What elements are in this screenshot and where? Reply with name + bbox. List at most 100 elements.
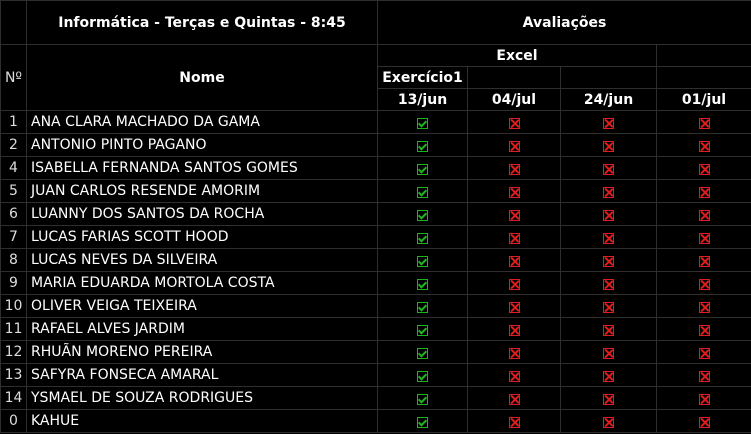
student-number-cell[interactable]: 10 — [0, 294, 27, 318]
evaluation-cell[interactable] — [377, 271, 468, 295]
excel-group-header[interactable]: Excel — [377, 44, 657, 67]
evaluation-cell[interactable] — [560, 386, 657, 410]
student-name-cell[interactable]: OLIVER VEIGA TEIXEIRA — [26, 294, 378, 318]
evaluation-cell[interactable] — [560, 363, 657, 387]
student-name-cell[interactable]: LUCAS FARIAS SCOTT HOOD — [26, 225, 378, 249]
evaluation-cell[interactable] — [467, 179, 561, 203]
date-header[interactable]: 04/jul — [467, 88, 561, 111]
evaluation-cell[interactable] — [467, 363, 561, 387]
evaluation-cell[interactable] — [655, 317, 751, 341]
evaluation-cell[interactable] — [560, 409, 657, 433]
student-number-cell[interactable]: 0 — [0, 409, 27, 433]
student-number-cell[interactable]: 13 — [0, 363, 27, 387]
evaluation-cell[interactable] — [467, 133, 561, 157]
evaluation-cell[interactable] — [560, 202, 657, 226]
evaluation-cell[interactable] — [467, 248, 561, 272]
evaluation-cell[interactable] — [377, 340, 468, 364]
student-name-cell[interactable]: RHUÃN MORENO PEREIRA — [26, 340, 378, 364]
evaluation-cell[interactable] — [377, 363, 468, 387]
class-title[interactable]: Informática - Terças e Quintas - 8:45 — [26, 0, 378, 45]
empty-header-cell[interactable] — [560, 66, 657, 89]
date-header[interactable]: 13/jun — [377, 88, 468, 111]
evaluation-cell[interactable] — [655, 271, 751, 295]
student-number-cell[interactable]: 4 — [0, 156, 27, 180]
evaluation-cell[interactable] — [467, 409, 561, 433]
evaluation-cell[interactable] — [467, 340, 561, 364]
student-number-cell[interactable]: 14 — [0, 386, 27, 410]
student-name-cell[interactable]: ISABELLA FERNANDA SANTOS GOMES — [26, 156, 378, 180]
evaluation-cell[interactable] — [377, 225, 468, 249]
evaluation-cell[interactable] — [467, 386, 561, 410]
evaluation-cell[interactable] — [377, 294, 468, 318]
evaluation-cell[interactable] — [560, 133, 657, 157]
evaluation-cell[interactable] — [377, 409, 468, 433]
evaluation-cell[interactable] — [560, 271, 657, 295]
date-header[interactable]: 01/jul — [655, 88, 751, 111]
student-number-cell[interactable]: 8 — [0, 248, 27, 272]
empty-header-cell[interactable] — [655, 66, 751, 89]
evaluation-cell[interactable] — [377, 156, 468, 180]
student-name-cell[interactable]: MARIA EDUARDA MORTOLA COSTA — [26, 271, 378, 295]
evaluation-cell[interactable] — [467, 110, 561, 134]
evaluation-cell[interactable] — [560, 179, 657, 203]
evaluation-cell[interactable] — [655, 409, 751, 433]
evaluations-title[interactable]: Avaliações — [376, 0, 751, 45]
evaluation-cell[interactable] — [467, 294, 561, 318]
corner-cell[interactable] — [0, 0, 27, 45]
student-name-cell[interactable]: ANA CLARA MACHADO DA GAMA — [26, 110, 378, 134]
evaluation-cell[interactable] — [377, 110, 468, 134]
student-name-cell[interactable]: YSMAEL DE SOUZA RODRIGUES — [26, 386, 378, 410]
evaluation-cell[interactable] — [655, 294, 751, 318]
evaluation-cell[interactable] — [655, 110, 751, 134]
evaluation-cell[interactable] — [655, 386, 751, 410]
student-number-cell[interactable]: 7 — [0, 225, 27, 249]
evaluation-cell[interactable] — [655, 133, 751, 157]
student-name-cell[interactable]: LUCAS NEVES DA SILVEIRA — [26, 248, 378, 272]
evaluation-cell[interactable] — [377, 202, 468, 226]
evaluation-cell[interactable] — [560, 110, 657, 134]
evaluation-cell[interactable] — [560, 340, 657, 364]
empty-header-cell[interactable] — [655, 44, 751, 67]
evaluation-cell[interactable] — [467, 156, 561, 180]
student-name-cell[interactable]: JUAN CARLOS RESENDE AMORIM — [26, 179, 378, 203]
evaluation-cell[interactable] — [377, 133, 468, 157]
evaluation-cell[interactable] — [377, 317, 468, 341]
evaluation-cell[interactable] — [467, 317, 561, 341]
evaluation-cell[interactable] — [560, 225, 657, 249]
evaluation-cell[interactable] — [560, 317, 657, 341]
exercise-header[interactable]: Exercício1 — [377, 66, 468, 89]
student-name-cell[interactable]: LUANNY DOS SANTOS DA ROCHA — [26, 202, 378, 226]
evaluation-cell[interactable] — [655, 156, 751, 180]
student-number-cell[interactable]: 1 — [0, 110, 27, 134]
empty-header-cell[interactable] — [467, 66, 561, 89]
student-number-cell[interactable]: 6 — [0, 202, 27, 226]
evaluation-cell[interactable] — [467, 202, 561, 226]
table-row: 2 ANTONIO PINTO PAGANO — [0, 133, 751, 157]
student-number-cell[interactable]: 9 — [0, 271, 27, 295]
student-name-cell[interactable]: SAFYRA FONSECA AMARAL — [26, 363, 378, 387]
evaluation-cell[interactable] — [655, 363, 751, 387]
evaluation-cell[interactable] — [467, 225, 561, 249]
student-number-cell[interactable]: 11 — [0, 317, 27, 341]
evaluation-cell[interactable] — [655, 225, 751, 249]
evaluation-cell[interactable] — [655, 202, 751, 226]
evaluation-cell[interactable] — [377, 248, 468, 272]
number-column-header[interactable]: Nº — [0, 44, 27, 111]
evaluation-cell[interactable] — [560, 248, 657, 272]
evaluation-cell[interactable] — [655, 248, 751, 272]
student-number-cell[interactable]: 12 — [0, 340, 27, 364]
name-column-header[interactable]: Nome — [26, 44, 378, 111]
evaluation-cell[interactable] — [377, 386, 468, 410]
student-number-cell[interactable]: 5 — [0, 179, 27, 203]
evaluation-cell[interactable] — [655, 179, 751, 203]
evaluation-cell[interactable] — [560, 156, 657, 180]
date-header[interactable]: 24/jun — [560, 88, 657, 111]
evaluation-cell[interactable] — [377, 179, 468, 203]
evaluation-cell[interactable] — [655, 340, 751, 364]
evaluation-cell[interactable] — [467, 271, 561, 295]
evaluation-cell[interactable] — [560, 294, 657, 318]
student-name-cell[interactable]: ANTONIO PINTO PAGANO — [26, 133, 378, 157]
student-number-cell[interactable]: 2 — [0, 133, 27, 157]
student-name-cell[interactable]: KAHUE — [26, 409, 378, 433]
student-name-cell[interactable]: RAFAEL ALVES JARDIM — [26, 317, 378, 341]
